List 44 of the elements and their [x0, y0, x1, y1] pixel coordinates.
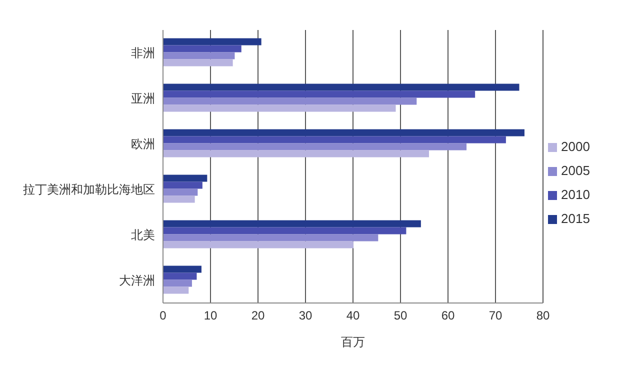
y-tick-label: 欧洲: [131, 137, 155, 152]
bar: [163, 182, 202, 189]
bar: [163, 129, 524, 136]
x-tick-label: 40: [346, 308, 360, 323]
bar: [163, 188, 198, 196]
legend-label: 2000: [561, 139, 590, 154]
y-tick-label: 拉丁美洲和加勒比海地区: [23, 182, 155, 197]
y-tick-label: 亚洲: [131, 92, 155, 106]
bar: [163, 90, 476, 98]
bar: [163, 150, 429, 158]
bar: [163, 59, 233, 66]
bar: [163, 272, 197, 280]
x-tick-label: 30: [298, 308, 312, 323]
x-tick-label: 60: [441, 308, 455, 323]
y-tick-label: 北美: [131, 228, 155, 242]
x-tick-label: 70: [488, 308, 502, 323]
x-axis-title: 百万: [341, 335, 365, 349]
legend-label: 2010: [561, 187, 590, 202]
bar: [163, 266, 202, 273]
bar: [163, 104, 396, 112]
legend-label: 2015: [561, 211, 590, 226]
x-tick-label: 0: [160, 308, 167, 323]
legend-label: 2005: [561, 163, 590, 178]
bar: [163, 143, 467, 150]
x-tick-label: 80: [536, 308, 550, 323]
bar: [163, 227, 406, 234]
x-tick-label: 20: [251, 308, 265, 323]
bar: [163, 98, 417, 105]
x-tick-label: 10: [204, 308, 218, 323]
bar: [163, 136, 506, 144]
x-tick-label: 50: [394, 308, 408, 323]
bar: [163, 280, 192, 287]
bar: [163, 84, 520, 91]
bar: [163, 174, 208, 182]
bar: [163, 220, 421, 228]
bar: [163, 38, 262, 46]
bar: [163, 286, 189, 294]
bar: [163, 45, 242, 52]
y-tick-label: 非洲: [131, 46, 155, 60]
bar: [163, 241, 354, 248]
bar: [163, 196, 195, 203]
bar: [163, 52, 235, 60]
y-tick-label: 大洋洲: [119, 274, 155, 288]
bar: [163, 234, 378, 242]
